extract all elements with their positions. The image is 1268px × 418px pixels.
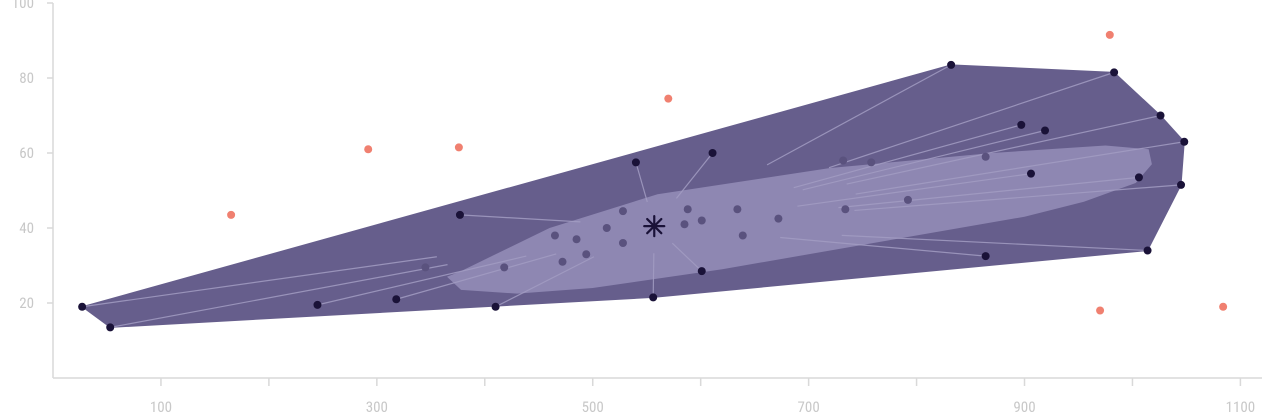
hull-point	[631, 158, 640, 167]
bag-point	[558, 257, 567, 266]
hull-point	[981, 252, 990, 261]
y-tick-label: 80	[19, 69, 34, 87]
x-tick-label: 100	[150, 398, 172, 416]
spoke-line	[317, 255, 527, 306]
hull-point	[1156, 111, 1165, 120]
y-tick-label: 100	[12, 0, 34, 12]
inner-bag-polygon	[447, 145, 1152, 294]
hull-point	[491, 302, 500, 311]
spoke-line	[841, 234, 1148, 252]
spoke-line	[854, 184, 1182, 212]
outlier-point	[364, 145, 373, 154]
spoke-line	[855, 141, 1185, 195]
bag-point	[841, 205, 850, 214]
spoke-line	[110, 264, 448, 328]
hull-point	[649, 293, 658, 302]
bag-point	[867, 158, 876, 167]
outlier-point	[1096, 306, 1105, 315]
bag-point	[697, 216, 706, 225]
hull-point	[313, 300, 322, 309]
spoke-line	[846, 114, 1161, 185]
y-tick-label: 40	[19, 219, 34, 237]
spoke-line	[802, 129, 1046, 191]
hull-point	[1143, 246, 1152, 255]
spoke-line	[793, 124, 1022, 189]
bag-point	[618, 207, 627, 216]
bag-point	[774, 214, 783, 223]
bag-point	[618, 239, 627, 247]
hull-point	[1110, 68, 1119, 77]
bag-point	[572, 235, 581, 244]
y-tick-label: 20	[19, 294, 34, 312]
spoke-line	[766, 64, 952, 166]
bag-point	[582, 250, 591, 259]
spoke-line	[396, 253, 557, 300]
outlier-point	[1105, 30, 1114, 39]
x-tick-label: 500	[582, 398, 604, 416]
axes: 100 300 500 700 900 1100 20 40 60 80 100	[12, 0, 1262, 416]
bag-point	[602, 224, 611, 232]
outlier-point	[664, 94, 673, 103]
bag-point	[550, 231, 559, 240]
x-tick-label: 300	[366, 398, 388, 416]
hull-point	[1134, 173, 1143, 182]
bag-point	[500, 263, 509, 272]
bag-point	[903, 195, 912, 204]
bag-point	[839, 156, 848, 165]
bag-point	[738, 231, 747, 240]
spoke-line	[652, 253, 655, 298]
spoke-line	[495, 256, 595, 308]
spoke-line	[82, 256, 437, 308]
x-tick-label: 900	[1013, 398, 1035, 416]
outlier-point	[227, 210, 236, 219]
spoke-line	[459, 214, 581, 223]
spoke-line	[671, 242, 703, 272]
spoke-line	[828, 71, 1115, 169]
hull-point	[697, 267, 706, 276]
bag-point	[733, 205, 742, 214]
hull-point	[1026, 169, 1035, 178]
hull-point	[78, 302, 87, 311]
hull-point	[1180, 137, 1189, 146]
outer-hull-polygon	[81, 64, 1185, 328]
spoke-line	[797, 173, 1032, 207]
median-marker	[646, 217, 663, 235]
spoke-line	[838, 176, 1140, 209]
spoke-line	[675, 152, 714, 199]
hull-point	[455, 210, 464, 219]
spoke-line	[635, 162, 648, 203]
outlier-point	[1219, 302, 1228, 311]
hull-point	[392, 295, 401, 304]
bag-point	[421, 263, 430, 272]
bag-point	[680, 220, 689, 229]
y-tick-label: 60	[19, 144, 34, 162]
hull-point	[106, 323, 115, 332]
x-tick-label: 700	[798, 398, 820, 416]
hull-point	[947, 60, 956, 69]
bag-point	[981, 152, 990, 161]
hull-point	[1017, 120, 1026, 129]
hull-point	[708, 149, 717, 157]
spoke-line	[780, 236, 986, 257]
plot-area	[78, 30, 1228, 332]
bag-point	[683, 205, 692, 214]
outlier-point	[454, 143, 463, 152]
hull-point	[1041, 126, 1050, 135]
hull-point	[1177, 180, 1186, 189]
x-tick-label: 1100	[1226, 398, 1256, 416]
